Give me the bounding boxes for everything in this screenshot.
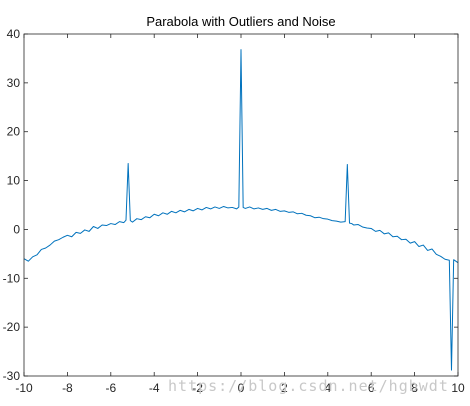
y-tick-label: 0 [13,222,20,236]
x-tick-label: 6 [368,381,375,395]
x-tick-label: 4 [324,381,331,395]
y-tick-label: -20 [3,320,21,334]
watermark-text: https://blog.csdn.net/hgbwdt [168,377,449,395]
x-tick-label: 0 [238,381,245,395]
y-axis: -30 -20 -10 0 10 20 30 40 [3,27,458,383]
x-tick-label: -4 [149,381,160,395]
plot-background [24,34,458,376]
y-tick-label: 20 [7,125,21,139]
x-tick-label: -8 [62,381,73,395]
x-tick-label: 2 [281,381,288,395]
x-tick-label: -2 [192,381,203,395]
series-line-0 [23,49,459,371]
x-tick-label: 10 [451,381,465,395]
chart-title: Parabola with Outliers and Noise [146,14,335,29]
y-tick-label: -30 [3,369,21,383]
y-tick-label: 40 [7,27,21,41]
y-tick-label: 10 [7,174,21,188]
y-tick-label: -10 [3,271,21,285]
x-tick-label: -10 [15,381,33,395]
x-axis: -10 -8 -6 -4 -2 0 2 4 6 8 10 [15,34,465,395]
x-tick-label: 8 [411,381,418,395]
plot-area [23,34,459,376]
y-tick-label: 30 [7,76,21,90]
x-tick-label: -6 [105,381,116,395]
